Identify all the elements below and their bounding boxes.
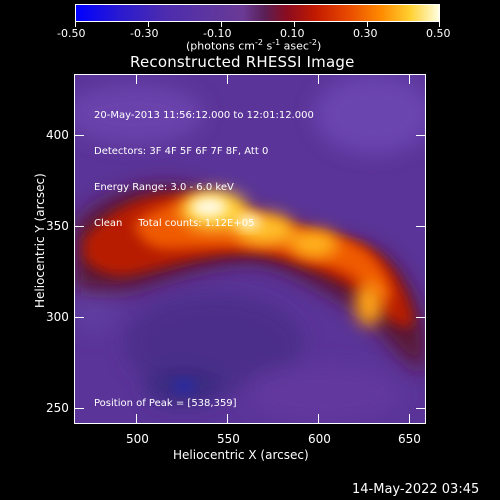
- plot-frame: [74, 74, 426, 424]
- rhessi-image: 20-May-2013 11:56:12.000 to 12:01:12.000…: [74, 74, 426, 424]
- colorbar-tick-label: -0.10: [203, 27, 232, 40]
- info-line-clean: Clean Total counts: 1.12E+05: [94, 218, 255, 229]
- peak-position-text: Position of Peak = [538,359]: [94, 398, 237, 409]
- y-tick-label: 300: [46, 310, 69, 324]
- colorbar-tick-label: -0.30: [130, 27, 159, 40]
- info-line-detectors: Detectors: 3F 4F 5F 6F 7F 8F, Att 0: [94, 146, 269, 157]
- colorbar-ticks: [75, 22, 440, 28]
- colorbar-tick-label: 0.50: [426, 27, 451, 40]
- y-tick-label: 400: [46, 128, 69, 142]
- x-tick-label: 500: [126, 432, 149, 446]
- y-axis-ticks: [74, 74, 426, 424]
- colorbar-units: (photons cm-2 s-1 asec-2): [186, 38, 322, 53]
- x-axis-label: Heliocentric X (arcsec): [173, 448, 309, 462]
- info-line-energy: Energy Range: 3.0 - 6.0 keV: [94, 182, 234, 193]
- y-axis-label: Heliocentric Y (arcsec): [33, 173, 47, 308]
- x-tick-label: 550: [217, 432, 240, 446]
- timestamp: 14-May-2022 03:45: [352, 482, 480, 497]
- observation-info: 20-May-2013 11:56:12.000 to 12:01:12.000…: [94, 86, 314, 254]
- y-tick-label: 350: [46, 219, 69, 233]
- colorbar: [75, 4, 440, 22]
- colorbar-tick-label: -0.50: [57, 27, 86, 40]
- x-axis-ticks: [74, 74, 426, 424]
- x-tick-label: 600: [308, 432, 331, 446]
- colorbar-tick-label: 0.30: [353, 27, 378, 40]
- rhessi-image-map: [74, 74, 426, 424]
- plot-title: Reconstructed RHESSI Image: [130, 53, 355, 71]
- x-tick-label: 650: [398, 432, 421, 446]
- y-tick-label: 250: [46, 401, 69, 415]
- colorbar-tick-label: 0.10: [280, 27, 305, 40]
- info-line-time: 20-May-2013 11:56:12.000 to 12:01:12.000: [94, 110, 314, 121]
